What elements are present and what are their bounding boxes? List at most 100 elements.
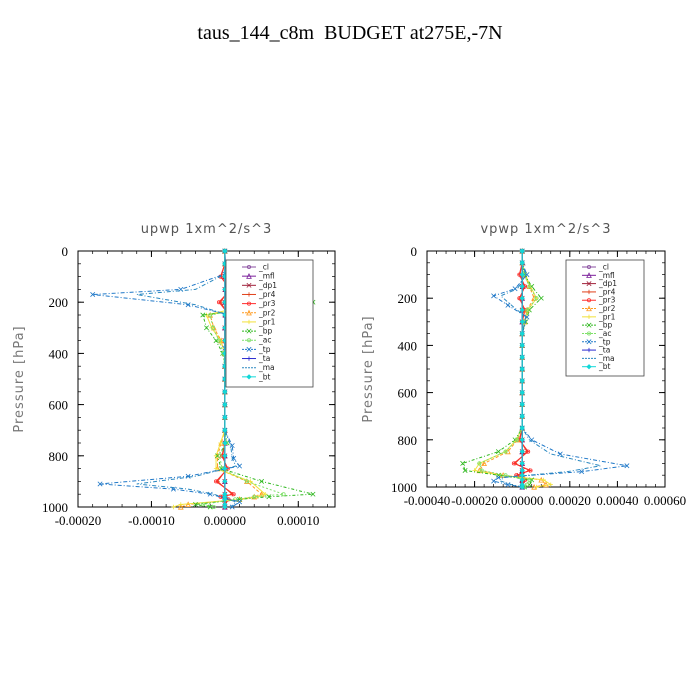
data-point <box>519 248 525 254</box>
data-point <box>505 302 511 308</box>
legend-label: _mfl <box>598 271 615 280</box>
data-point <box>231 492 236 497</box>
data-point <box>204 325 209 331</box>
data-point <box>519 460 525 467</box>
data-point <box>519 342 525 349</box>
data-point <box>495 475 501 481</box>
data-point <box>495 449 501 455</box>
legend-label: _pr2 <box>258 308 276 317</box>
series-line <box>478 251 538 488</box>
data-point <box>216 300 221 305</box>
data-point <box>529 437 535 443</box>
y-tick-label: 0 <box>62 244 69 259</box>
y-tick-label: 200 <box>49 295 69 310</box>
y-tick-label: 1000 <box>391 480 417 495</box>
data-point <box>534 484 539 490</box>
data-point <box>538 295 544 301</box>
legend-marker <box>246 292 252 297</box>
series-tp <box>90 248 243 510</box>
page-title: taus_144_c8m BUDGET at275E,-7N <box>197 22 503 44</box>
data-point <box>579 469 585 475</box>
legend-label: _ma <box>258 363 275 372</box>
legend-label: _ac <box>258 336 271 345</box>
data-point <box>171 504 176 510</box>
data-point <box>524 482 529 487</box>
x-tick-label: -0.00020 <box>55 513 102 528</box>
data-point <box>519 366 525 372</box>
y-tick-label: 800 <box>398 433 418 448</box>
legend-label: _tp <box>258 345 271 354</box>
data-point <box>218 440 223 446</box>
data-point <box>222 478 228 485</box>
data-point <box>237 463 243 469</box>
data-point <box>519 448 525 455</box>
legend-label: _bt <box>258 372 271 381</box>
data-point <box>222 401 228 408</box>
data-point <box>211 504 216 509</box>
x-tick-label: 0.00060 <box>644 493 686 508</box>
data-point <box>237 499 243 505</box>
data-point <box>252 494 257 499</box>
data-point <box>519 283 525 290</box>
legend: _cl_mfl_dp1_pr4_pr3_pr2_pr1_bp_ac_tp_ta_… <box>225 259 314 388</box>
legend-label: _cl <box>258 263 269 272</box>
data-point <box>527 477 532 482</box>
data-point <box>177 503 184 510</box>
legend-marker <box>586 272 592 278</box>
y-axis-label: Pressure [hPa] <box>361 315 376 422</box>
legend-label: _pr4 <box>598 287 616 296</box>
data-point <box>477 461 482 466</box>
data-point <box>211 325 216 330</box>
data-point <box>543 481 549 488</box>
series-bt <box>519 248 525 490</box>
legend-marker <box>586 281 592 287</box>
legend-marker <box>586 305 592 312</box>
data-point <box>200 502 205 507</box>
legend-marker <box>586 364 592 370</box>
legend-marker <box>246 264 251 269</box>
data-point <box>541 477 546 483</box>
data-point <box>491 478 497 484</box>
data-point <box>222 440 228 446</box>
data-point <box>519 401 525 408</box>
x-tick-label: -0.00020 <box>451 493 498 508</box>
legend-label: _dp1 <box>598 279 617 288</box>
data-point <box>519 413 525 419</box>
legend-marker <box>587 331 592 336</box>
legend-marker <box>246 374 252 380</box>
data-point <box>222 389 228 395</box>
legend-marker <box>246 338 251 343</box>
series-ma <box>499 251 601 488</box>
series-line <box>195 251 315 508</box>
y-tick-label: 1000 <box>42 500 68 515</box>
data-point <box>519 484 525 490</box>
panel-title: vpwp 1xm^2/s^3 <box>480 222 611 237</box>
series-line <box>492 251 628 488</box>
y-tick-label: 0 <box>411 244 418 259</box>
y-tick-label: 600 <box>49 398 69 413</box>
legend-marker <box>586 314 592 320</box>
series-line <box>499 251 601 488</box>
data-point <box>481 460 487 466</box>
data-point <box>519 271 525 278</box>
legend-marker <box>246 301 251 306</box>
data-point <box>511 461 516 466</box>
data-point <box>519 425 525 431</box>
data-point <box>498 473 503 478</box>
data-point <box>185 501 191 508</box>
x-tick-label: 0.00020 <box>549 493 591 508</box>
data-point <box>527 284 532 289</box>
panel-title: upwp 1xm^2/s^3 <box>141 222 273 237</box>
data-point <box>519 260 525 266</box>
data-point <box>217 453 222 458</box>
data-point <box>248 479 253 484</box>
data-point <box>557 451 563 457</box>
data-point <box>266 494 272 500</box>
data-point <box>208 312 213 317</box>
legend-marker <box>586 339 592 345</box>
data-point <box>526 449 531 454</box>
data-point <box>222 465 228 472</box>
data-point <box>207 504 213 510</box>
legend-marker <box>246 273 252 279</box>
